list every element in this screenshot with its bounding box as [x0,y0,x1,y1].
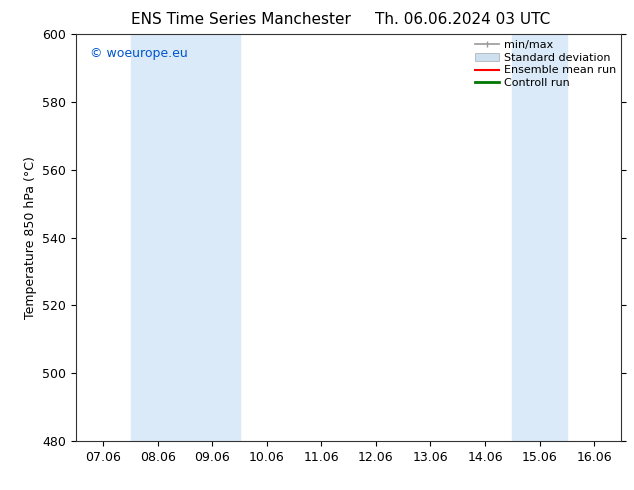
Legend: min/max, Standard deviation, Ensemble mean run, Controll run: min/max, Standard deviation, Ensemble me… [475,40,616,88]
Bar [512,34,567,441]
Text: ENS Time Series Manchester: ENS Time Series Manchester [131,12,351,27]
Y-axis label: Temperature 850 hPa (°C): Temperature 850 hPa (°C) [24,156,37,319]
Bar [131,34,240,441]
Text: Th. 06.06.2024 03 UTC: Th. 06.06.2024 03 UTC [375,12,550,27]
Text: © woeurope.eu: © woeurope.eu [90,47,188,59]
